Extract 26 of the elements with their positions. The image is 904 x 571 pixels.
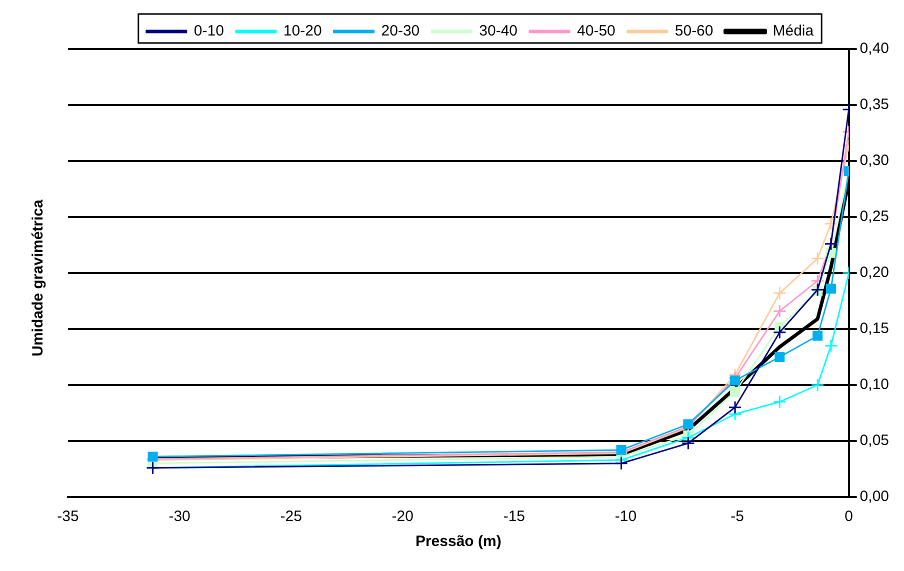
x-tick-label: 0 xyxy=(844,508,853,526)
x-tick-label: -15 xyxy=(503,508,526,526)
legend-label: 40-50 xyxy=(577,22,616,40)
legend-label: 10-20 xyxy=(283,22,322,40)
y-tick-label: 0,30 xyxy=(860,152,890,170)
legend-label: 20-30 xyxy=(381,22,420,40)
x-tick-label: -30 xyxy=(168,508,190,526)
x-tick-label: -25 xyxy=(280,508,302,526)
x-axis-title: Pressão (m) xyxy=(415,533,502,550)
legend-label: 50-60 xyxy=(674,22,714,40)
x-tick-label: -10 xyxy=(614,508,637,526)
y-tick-label: 0,15 xyxy=(860,320,890,338)
y-tick-label: 0,10 xyxy=(860,376,890,394)
y-tick-label: 0,05 xyxy=(860,432,890,450)
x-tick-label: -20 xyxy=(392,508,414,526)
y-tick-label: 0,00 xyxy=(860,488,890,506)
y-tick-label: 0,20 xyxy=(860,264,890,282)
y-tick-label: 0,25 xyxy=(860,208,890,226)
legend-label: 30-40 xyxy=(479,22,518,40)
y-tick-label: 0,35 xyxy=(860,96,890,114)
x-tick-label: -5 xyxy=(730,508,744,526)
y-axis-title: Umidade gravimétrica xyxy=(30,200,46,356)
legend-label: 0-10 xyxy=(194,22,224,40)
y-tick-label: 0,40 xyxy=(860,40,890,58)
legend-label: Média xyxy=(772,22,814,40)
x-tick-label: -35 xyxy=(57,508,79,526)
